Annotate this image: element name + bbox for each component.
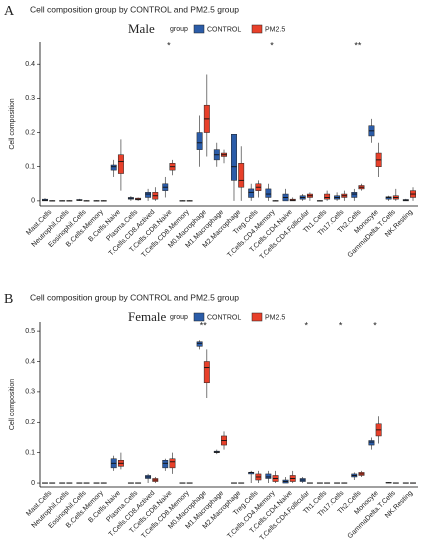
- legend-label: PM2.5: [265, 314, 285, 321]
- y-tick-label: 0.3: [25, 95, 35, 102]
- box: [248, 188, 255, 198]
- y-tick-label: 0.5: [25, 328, 35, 335]
- box: [351, 192, 358, 198]
- significance: *: [339, 320, 343, 330]
- y-tick-label: 0.1: [25, 450, 35, 457]
- chart-subtitle: Female: [128, 309, 166, 324]
- panel-label: A: [4, 4, 15, 19]
- legend-swatch: [193, 24, 205, 34]
- box: [117, 154, 124, 174]
- y-tick-label: 0.2: [25, 129, 35, 136]
- significance: **: [200, 320, 208, 330]
- chart-title: Cell composition group by CONTROL and PM…: [30, 4, 239, 14]
- box: [385, 196, 392, 200]
- legend-label: PM2.5: [265, 26, 285, 33]
- box: [162, 460, 169, 469]
- legend-label: CONTROL: [207, 26, 241, 33]
- significance: **: [354, 40, 362, 50]
- legend-swatch: [193, 312, 205, 322]
- box: [238, 163, 245, 188]
- box: [145, 192, 152, 198]
- y-axis-label: Cell composition: [9, 379, 16, 430]
- y-tick-label: 0.1: [25, 164, 35, 171]
- box: [265, 473, 272, 479]
- box: [196, 341, 203, 347]
- box: [324, 193, 331, 200]
- box: [110, 164, 117, 171]
- y-tick-label: 0: [31, 198, 35, 205]
- box: [231, 134, 237, 181]
- box: [368, 440, 375, 446]
- y-tick-label: 0.4: [25, 61, 35, 68]
- y-tick-label: 0: [31, 480, 35, 487]
- chart-subtitle: Male: [128, 21, 155, 36]
- significance: *: [167, 40, 171, 50]
- box: [196, 132, 203, 150]
- significance: *: [270, 40, 274, 50]
- box: [265, 188, 272, 198]
- y-axis-label: Cell composition: [9, 98, 16, 149]
- panel-label: B: [4, 292, 13, 307]
- legend-title: group: [170, 26, 188, 33]
- significance: *: [305, 320, 309, 330]
- significance: *: [373, 320, 377, 330]
- legend-swatch: [251, 24, 263, 34]
- box: [203, 361, 210, 384]
- chart-title: Cell composition group by CONTROL and PM…: [30, 292, 239, 302]
- y-tick-label: 0.2: [25, 419, 35, 426]
- box: [169, 458, 176, 469]
- legend-swatch: [251, 312, 263, 322]
- y-tick-label: 0.4: [25, 358, 35, 365]
- legend-title: group: [170, 314, 188, 321]
- legend-label: CONTROL: [207, 314, 241, 321]
- y-tick-label: 0.3: [25, 389, 35, 396]
